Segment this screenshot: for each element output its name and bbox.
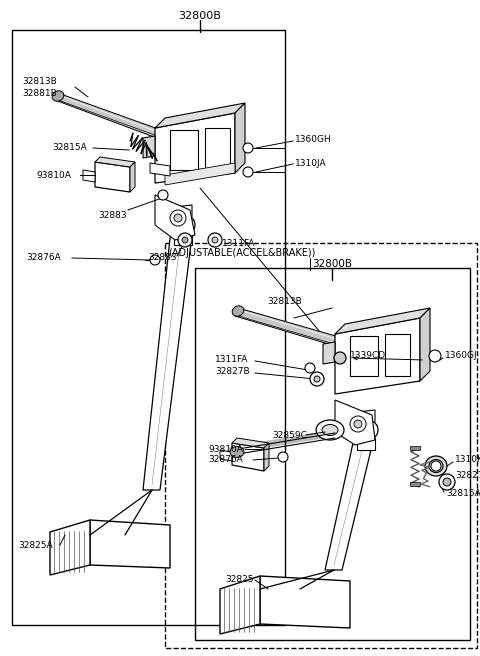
Polygon shape xyxy=(95,162,130,192)
Circle shape xyxy=(212,237,218,243)
Polygon shape xyxy=(335,308,430,334)
Text: 32883: 32883 xyxy=(148,253,177,262)
Polygon shape xyxy=(143,220,194,490)
Polygon shape xyxy=(235,103,245,173)
Circle shape xyxy=(178,233,192,247)
Polygon shape xyxy=(165,163,235,185)
Text: 1360GJ: 1360GJ xyxy=(445,352,478,361)
Circle shape xyxy=(174,214,182,222)
Text: 1310JA: 1310JA xyxy=(295,159,326,167)
Bar xyxy=(205,128,230,170)
Bar xyxy=(195,268,470,640)
Circle shape xyxy=(150,255,160,265)
Ellipse shape xyxy=(232,306,244,316)
Text: 32827B: 32827B xyxy=(455,472,480,480)
Bar xyxy=(170,130,198,170)
Circle shape xyxy=(314,376,320,382)
Circle shape xyxy=(334,352,346,364)
Text: 1310KA: 1310KA xyxy=(455,455,480,464)
Circle shape xyxy=(350,416,366,432)
Polygon shape xyxy=(83,170,95,182)
Polygon shape xyxy=(95,157,135,167)
Text: 32825: 32825 xyxy=(225,575,253,584)
Polygon shape xyxy=(55,92,175,143)
Text: 32815A: 32815A xyxy=(446,489,480,499)
Circle shape xyxy=(354,420,362,428)
Polygon shape xyxy=(235,307,360,352)
Text: 1311FA: 1311FA xyxy=(222,239,255,247)
Bar xyxy=(165,243,477,648)
Bar xyxy=(410,446,420,450)
Polygon shape xyxy=(130,162,135,192)
Polygon shape xyxy=(335,318,420,394)
Ellipse shape xyxy=(176,220,188,230)
Polygon shape xyxy=(90,520,170,568)
Ellipse shape xyxy=(429,459,443,472)
Circle shape xyxy=(429,350,441,362)
Polygon shape xyxy=(150,163,170,176)
Text: 32813B: 32813B xyxy=(22,77,57,87)
Text: 1339CD: 1339CD xyxy=(350,350,386,359)
Text: 32883: 32883 xyxy=(98,211,127,220)
Polygon shape xyxy=(232,443,264,471)
Bar xyxy=(410,482,420,486)
Polygon shape xyxy=(155,113,235,183)
Circle shape xyxy=(208,233,222,247)
Polygon shape xyxy=(155,103,245,128)
Bar xyxy=(385,334,410,376)
Text: 32876A: 32876A xyxy=(208,455,243,464)
Ellipse shape xyxy=(169,214,195,236)
Ellipse shape xyxy=(52,91,64,101)
Polygon shape xyxy=(264,443,269,471)
Text: (ADJUSTABLE(ACCEL&BRAKE)): (ADJUSTABLE(ACCEL&BRAKE)) xyxy=(168,248,315,258)
Circle shape xyxy=(310,372,324,386)
Ellipse shape xyxy=(352,419,378,441)
Polygon shape xyxy=(220,576,260,634)
Text: 32859C: 32859C xyxy=(272,430,307,440)
Polygon shape xyxy=(220,450,232,461)
Ellipse shape xyxy=(230,447,244,457)
Ellipse shape xyxy=(359,425,371,435)
Circle shape xyxy=(431,461,441,471)
Circle shape xyxy=(439,474,455,490)
Polygon shape xyxy=(335,400,375,445)
Text: 32800B: 32800B xyxy=(179,11,221,21)
Ellipse shape xyxy=(425,456,447,476)
Text: 32827B: 32827B xyxy=(215,367,250,377)
Text: 32876A: 32876A xyxy=(26,253,61,262)
Text: 32815A: 32815A xyxy=(52,144,87,152)
Circle shape xyxy=(243,143,253,153)
Text: 93810A: 93810A xyxy=(208,445,243,453)
Circle shape xyxy=(278,452,288,462)
Polygon shape xyxy=(357,410,375,422)
Polygon shape xyxy=(357,438,375,450)
Circle shape xyxy=(158,190,168,200)
Polygon shape xyxy=(260,576,350,628)
Circle shape xyxy=(305,363,315,373)
Circle shape xyxy=(182,237,188,243)
Text: 32881B: 32881B xyxy=(22,89,57,98)
Polygon shape xyxy=(143,136,155,158)
Text: 1360GH: 1360GH xyxy=(295,136,332,144)
Text: 93810A: 93810A xyxy=(36,171,71,180)
Text: 32800B: 32800B xyxy=(312,259,352,269)
Polygon shape xyxy=(174,205,192,217)
Bar xyxy=(350,336,378,376)
Text: 1311FA: 1311FA xyxy=(215,356,248,365)
Polygon shape xyxy=(155,195,195,240)
Polygon shape xyxy=(325,425,377,570)
Circle shape xyxy=(443,478,451,486)
Text: 32825A: 32825A xyxy=(18,541,53,550)
Polygon shape xyxy=(232,438,269,448)
Polygon shape xyxy=(174,233,192,245)
Polygon shape xyxy=(323,342,335,364)
Circle shape xyxy=(243,167,253,177)
Polygon shape xyxy=(420,308,430,381)
Circle shape xyxy=(170,210,186,226)
Bar xyxy=(12,30,285,625)
Text: 32813B: 32813B xyxy=(268,298,302,306)
Ellipse shape xyxy=(322,424,338,436)
Polygon shape xyxy=(50,520,90,575)
Ellipse shape xyxy=(316,420,344,440)
